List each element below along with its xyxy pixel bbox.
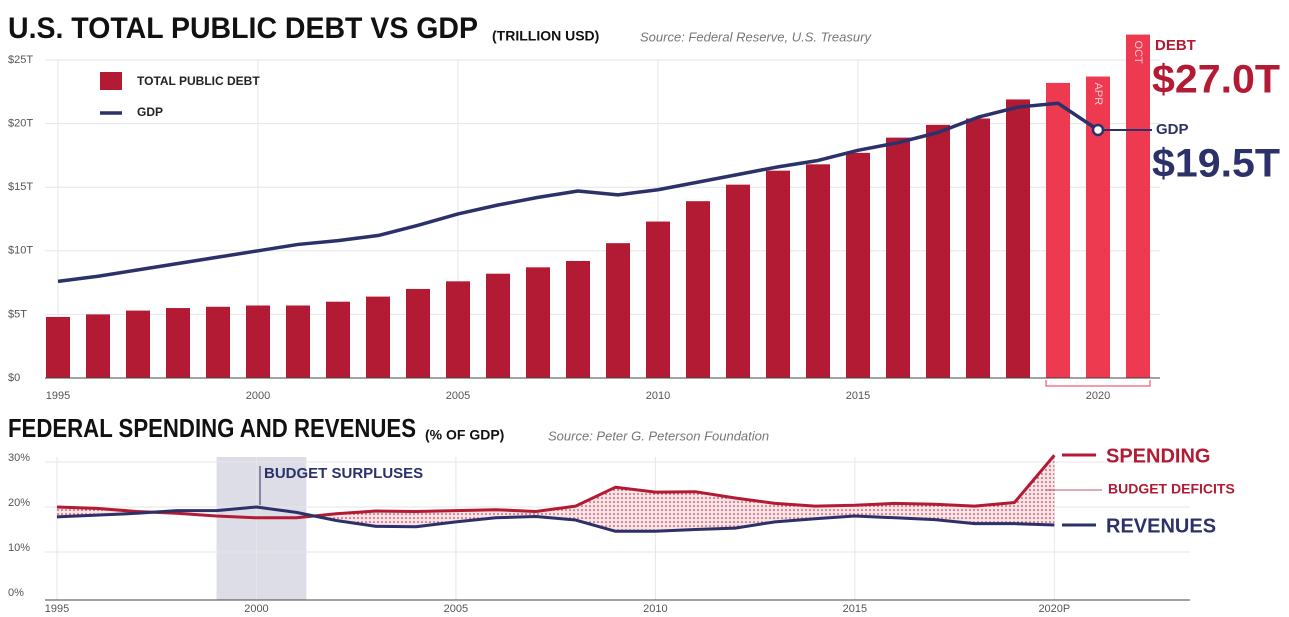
bar: [766, 170, 790, 378]
bar: [166, 308, 190, 378]
surplus-band: [216, 457, 307, 600]
bar: [486, 273, 510, 378]
bar: [806, 164, 830, 378]
series-label: REVENUES: [1106, 515, 1216, 537]
bar: [86, 314, 110, 378]
x-tick-label: 2000: [244, 603, 268, 615]
bar: [46, 316, 70, 378]
bar: [366, 296, 390, 378]
bar-label: OCT: [1132, 41, 1144, 64]
x-tick-label: 1995: [45, 603, 69, 615]
bar: [286, 305, 310, 378]
chart-subtitle: (% OF GDP): [425, 427, 504, 443]
bar: [1126, 34, 1150, 379]
annotation: BUDGET SURPLUSES: [264, 465, 423, 482]
bar: [1086, 76, 1110, 378]
bar: [1006, 99, 1030, 378]
bar: [646, 221, 670, 378]
source: Source: Federal Reserve, U.S. Treasury: [640, 29, 872, 44]
bar: [846, 152, 870, 378]
x-tick-label: 2015: [843, 603, 867, 615]
series-label: SPENDING: [1106, 445, 1210, 467]
x-tick-label: 2020: [1086, 390, 1110, 402]
chart-title: U.S. TOTAL PUBLIC DEBT VS GDP: [8, 12, 478, 45]
source: Source: Peter G. Peterson Foundation: [548, 428, 769, 443]
chart-subtitle: (TRILLION USD): [492, 28, 599, 44]
bar: [1046, 82, 1070, 379]
y-tick-label: $10T: [8, 245, 33, 257]
x-tick-label: 2010: [643, 603, 667, 615]
bar: [886, 137, 910, 378]
legend-label: GDP: [137, 105, 163, 119]
x-tick-label: 2020P: [1038, 603, 1070, 615]
value-label: $19.5T: [1152, 142, 1280, 186]
x-tick-label: 2015: [846, 390, 870, 402]
bar: [446, 281, 470, 378]
group-bracket: [1045, 380, 1151, 387]
value-label: $27.0T: [1152, 58, 1280, 102]
point: [1091, 123, 1105, 137]
bar: [406, 288, 430, 378]
line: [56, 505, 1055, 533]
y-tick-label: 30%: [8, 452, 30, 464]
bar: [206, 306, 230, 378]
x-tick-label: 1995: [46, 390, 70, 402]
x-tick-label: 2010: [646, 390, 670, 402]
x-tick-label: 2005: [446, 390, 470, 402]
bar: [526, 267, 550, 378]
legend-label: TOTAL PUBLIC DEBT: [137, 74, 260, 88]
bar: [126, 310, 150, 378]
y-tick-label: 20%: [8, 497, 30, 509]
bar: [246, 305, 270, 378]
chart-title: FEDERAL SPENDING AND REVENUES: [8, 413, 416, 443]
line: [57, 101, 1099, 284]
bar-label: APR: [1092, 83, 1104, 106]
line: [56, 454, 1056, 520]
x-tick-label: 2005: [444, 603, 468, 615]
y-tick-label: 0%: [8, 587, 24, 599]
annotation: BUDGET DEFICITS: [1108, 481, 1235, 497]
bar: [686, 201, 710, 378]
bar: [966, 118, 990, 379]
legend-swatch: [100, 72, 122, 90]
bar: [926, 124, 950, 378]
callout-label: DEBT: [1155, 37, 1196, 54]
bar: [726, 184, 750, 378]
y-tick-label: $20T: [8, 118, 33, 130]
y-tick-label: $5T: [8, 308, 27, 320]
x-tick-label: 2000: [246, 390, 270, 402]
y-tick-label: $0: [8, 372, 20, 384]
bar: [326, 301, 350, 378]
callout-label: GDP: [1156, 121, 1189, 138]
bar: [606, 243, 630, 378]
y-tick-label: $25T: [8, 54, 33, 66]
y-tick-label: 10%: [8, 542, 30, 554]
bar: [566, 260, 590, 378]
y-tick-label: $15T: [8, 181, 33, 193]
